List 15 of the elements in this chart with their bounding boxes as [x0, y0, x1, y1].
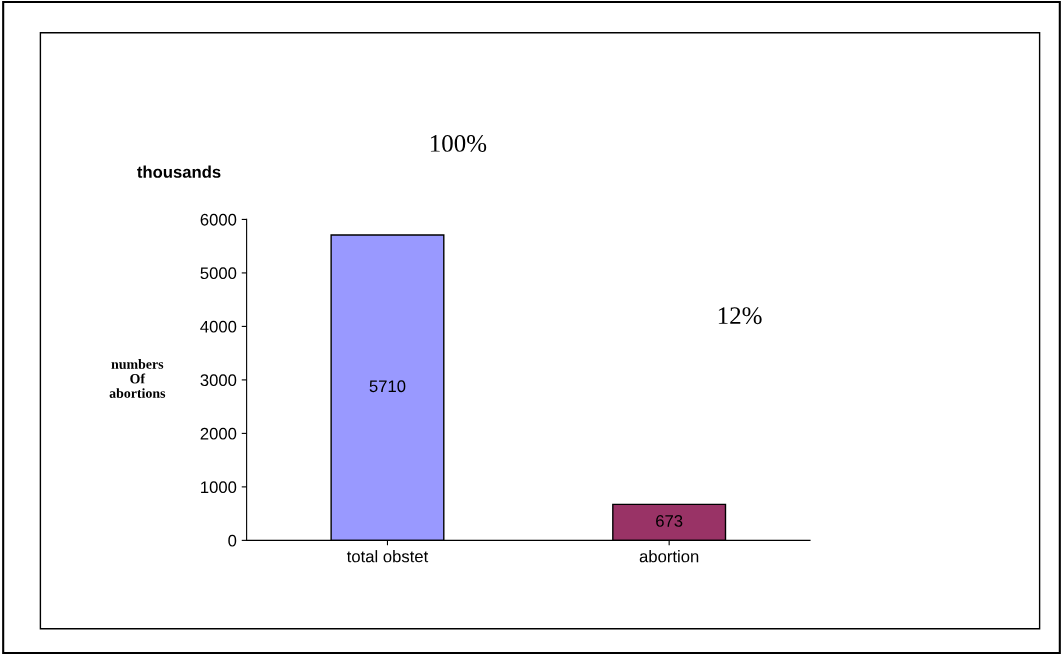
data-label: 5710	[369, 380, 406, 393]
text: 100%	[430, 134, 487, 152]
y-tick-label: 4000	[200, 320, 237, 333]
x-tick-label: abortion	[639, 550, 699, 563]
y-tick-label: 1000	[201, 481, 237, 494]
annotation: 12%	[718, 307, 762, 325]
x-tick-label: total obstet	[346, 550, 429, 563]
y-tick-label: 6000	[200, 213, 237, 226]
y-tick-label: 5000	[200, 267, 237, 280]
y-tick-label: 2000	[200, 427, 237, 440]
text: thousands	[137, 165, 221, 178]
y-tick-label: 3000	[200, 374, 237, 387]
y-tick-label: 0	[228, 534, 237, 547]
y-axis-title: numbers Of abortions	[109, 359, 166, 398]
data-label: 673	[656, 515, 683, 527]
